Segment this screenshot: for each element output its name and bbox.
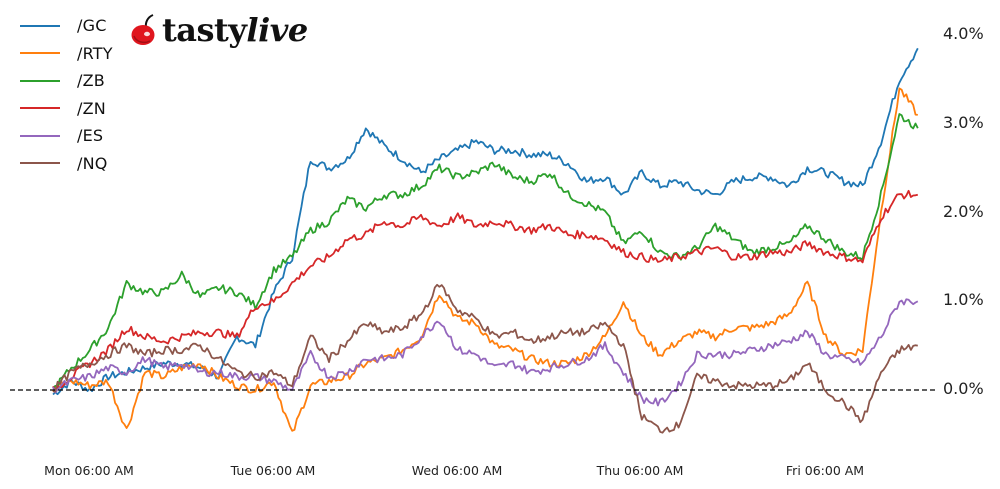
legend-swatch-rty: [20, 52, 60, 55]
series-line-es: [52, 298, 919, 407]
x-tick-thu: Thu 06:00 AM: [596, 463, 684, 478]
legend-swatch-gc: [20, 24, 60, 27]
legend-label: /RTY: [77, 43, 113, 63]
legend: /GC /RTY /ZB /ZN /ES /NQ: [20, 12, 113, 177]
legend-swatch-zn: [20, 107, 60, 110]
series-line-zb: [52, 113, 919, 389]
tastylive-logo: tastylive: [130, 14, 308, 46]
legend-label: /ZB: [77, 71, 105, 91]
legend-item-zb: /ZB: [20, 67, 113, 95]
legend-item-zn: /ZN: [20, 95, 113, 123]
y-tick-0: 0.0%: [943, 379, 984, 398]
legend-swatch-nq: [20, 162, 60, 165]
legend-label: /ES: [77, 126, 104, 146]
legend-label: /ZN: [77, 98, 106, 118]
y-tick-4: 4.0%: [943, 24, 984, 43]
legend-item-nq: /NQ: [20, 150, 113, 178]
legend-label: /NQ: [77, 153, 108, 173]
legend-item-es: /ES: [20, 122, 113, 150]
logo-text-live: live: [246, 11, 308, 49]
series-lines: [52, 47, 919, 434]
series-line-nq: [52, 283, 918, 434]
x-tick-tue: Tue 06:00 AM: [230, 463, 316, 478]
legend-label: /GC: [77, 16, 107, 36]
logo-wordmark: tastylive: [162, 14, 308, 46]
legend-swatch-es: [20, 134, 60, 137]
y-tick-2: 2.0%: [943, 202, 984, 221]
x-tick-wed: Wed 06:00 AM: [411, 463, 503, 478]
y-tick-1: 1.0%: [943, 290, 984, 309]
x-tick-fri: Fri 06:00 AM: [785, 463, 865, 478]
series-line-zn: [52, 189, 919, 393]
series-line-rty: [52, 87, 918, 432]
legend-item-gc: /GC: [20, 12, 113, 40]
series-line-gc: [52, 47, 919, 396]
cherry-icon: [130, 14, 158, 46]
x-tick-mon: Mon 06:00 AM: [44, 463, 134, 478]
y-tick-3: 3.0%: [943, 113, 984, 132]
legend-swatch-zb: [20, 79, 60, 82]
logo-text-tasty: tasty: [162, 11, 247, 49]
legend-item-rty: /RTY: [20, 40, 113, 68]
